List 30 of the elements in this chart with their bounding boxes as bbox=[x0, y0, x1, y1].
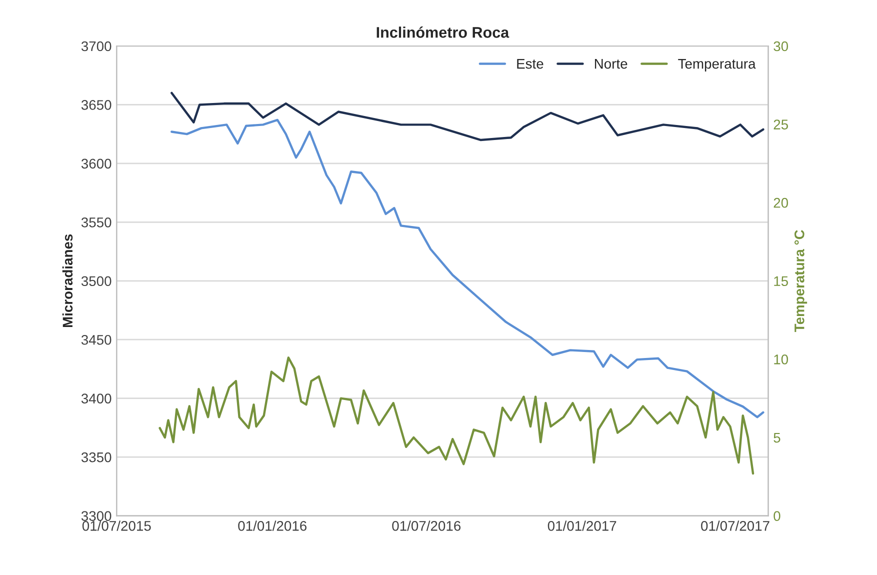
y-tick-label: 3700 bbox=[81, 41, 112, 52]
line-series bbox=[170, 118, 764, 418]
x-tick-label: 01/01/2016 bbox=[238, 520, 306, 531]
chart-title: Inclinómetro Roca bbox=[376, 26, 510, 38]
line-series bbox=[170, 92, 764, 142]
y2-tick-label: 10 bbox=[774, 354, 788, 364]
x-tick-label: 01/07/2017 bbox=[701, 520, 770, 531]
x-tick-label: 01/01/2017 bbox=[548, 520, 616, 531]
y2-tick-label: 30 bbox=[774, 41, 788, 52]
y-tick-label: 3300 bbox=[81, 511, 112, 521]
y-tick-label: 3400 bbox=[81, 394, 112, 404]
y-tick-label: 3500 bbox=[81, 276, 112, 286]
y-tick-label: 3450 bbox=[81, 334, 112, 345]
line-series bbox=[158, 356, 754, 475]
y2-tick-label: 5 bbox=[774, 432, 780, 443]
y-tick-label: 3550 bbox=[81, 218, 112, 228]
y2-tick-label: 15 bbox=[774, 276, 788, 286]
y2-tick-label: 20 bbox=[774, 198, 788, 208]
x-tick-label: 01/07/2015 bbox=[82, 520, 151, 531]
legend-label: Temperatura bbox=[678, 59, 756, 72]
y2-tick-label: 0 bbox=[774, 511, 780, 521]
y2-tick-label: 25 bbox=[774, 120, 788, 130]
legend-label: Norte bbox=[594, 59, 628, 69]
y-tick-label: 3650 bbox=[81, 100, 112, 110]
y-tick-label: 3600 bbox=[81, 158, 112, 169]
y2-axis-title: Temperatura °C bbox=[794, 230, 808, 332]
x-tick-label: 01/07/2016 bbox=[392, 520, 461, 531]
y-axis-title: Microradianes bbox=[62, 234, 73, 328]
y-tick-label: 3350 bbox=[81, 452, 112, 462]
legend-label: Este bbox=[517, 59, 544, 69]
